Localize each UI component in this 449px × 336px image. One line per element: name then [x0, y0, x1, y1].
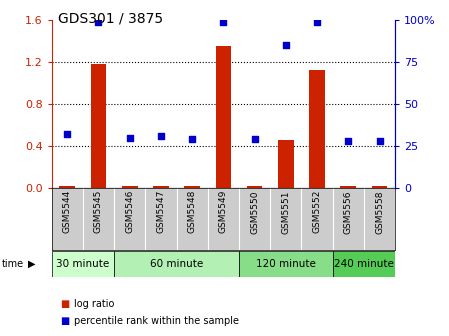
Point: [376, 138, 383, 144]
Text: GSM5552: GSM5552: [313, 190, 321, 234]
Point: [282, 43, 290, 48]
Point: [64, 132, 71, 137]
Text: GSM5550: GSM5550: [250, 190, 259, 234]
Text: GSM5546: GSM5546: [125, 190, 134, 234]
Point: [126, 135, 133, 140]
Point: [157, 133, 164, 139]
Bar: [216, 46, 231, 188]
Text: GSM5544: GSM5544: [63, 190, 72, 233]
Bar: [278, 140, 294, 188]
Bar: [59, 186, 75, 188]
Text: GSM5551: GSM5551: [282, 190, 291, 234]
Bar: [185, 186, 200, 188]
Point: [251, 137, 258, 142]
Text: GDS301 / 3875: GDS301 / 3875: [58, 12, 163, 26]
Bar: [239, 251, 333, 277]
Text: GSM5558: GSM5558: [375, 190, 384, 234]
Point: [345, 138, 352, 144]
Text: GSM5548: GSM5548: [188, 190, 197, 234]
Bar: [91, 64, 106, 188]
Bar: [153, 186, 169, 188]
Bar: [114, 251, 239, 277]
Text: GSM5547: GSM5547: [156, 190, 165, 234]
Bar: [372, 186, 387, 188]
Text: percentile rank within the sample: percentile rank within the sample: [74, 316, 239, 326]
Bar: [247, 186, 262, 188]
Text: 60 minute: 60 minute: [150, 259, 203, 269]
Text: ■: ■: [61, 316, 70, 326]
Point: [313, 19, 321, 25]
Text: 240 minute: 240 minute: [334, 259, 394, 269]
Text: 120 minute: 120 minute: [256, 259, 316, 269]
Text: GSM5549: GSM5549: [219, 190, 228, 234]
Point: [220, 19, 227, 25]
Text: ■: ■: [61, 299, 70, 309]
Bar: [309, 70, 325, 188]
Point: [189, 137, 196, 142]
Bar: [340, 186, 356, 188]
Bar: [122, 186, 137, 188]
Text: GSM5545: GSM5545: [94, 190, 103, 234]
Text: time: time: [2, 259, 24, 269]
Bar: [52, 251, 114, 277]
Text: log ratio: log ratio: [74, 299, 114, 309]
Text: GSM5556: GSM5556: [344, 190, 353, 234]
Text: 30 minute: 30 minute: [56, 259, 110, 269]
Text: ▶: ▶: [28, 259, 35, 269]
Point: [95, 19, 102, 25]
Bar: [333, 251, 395, 277]
